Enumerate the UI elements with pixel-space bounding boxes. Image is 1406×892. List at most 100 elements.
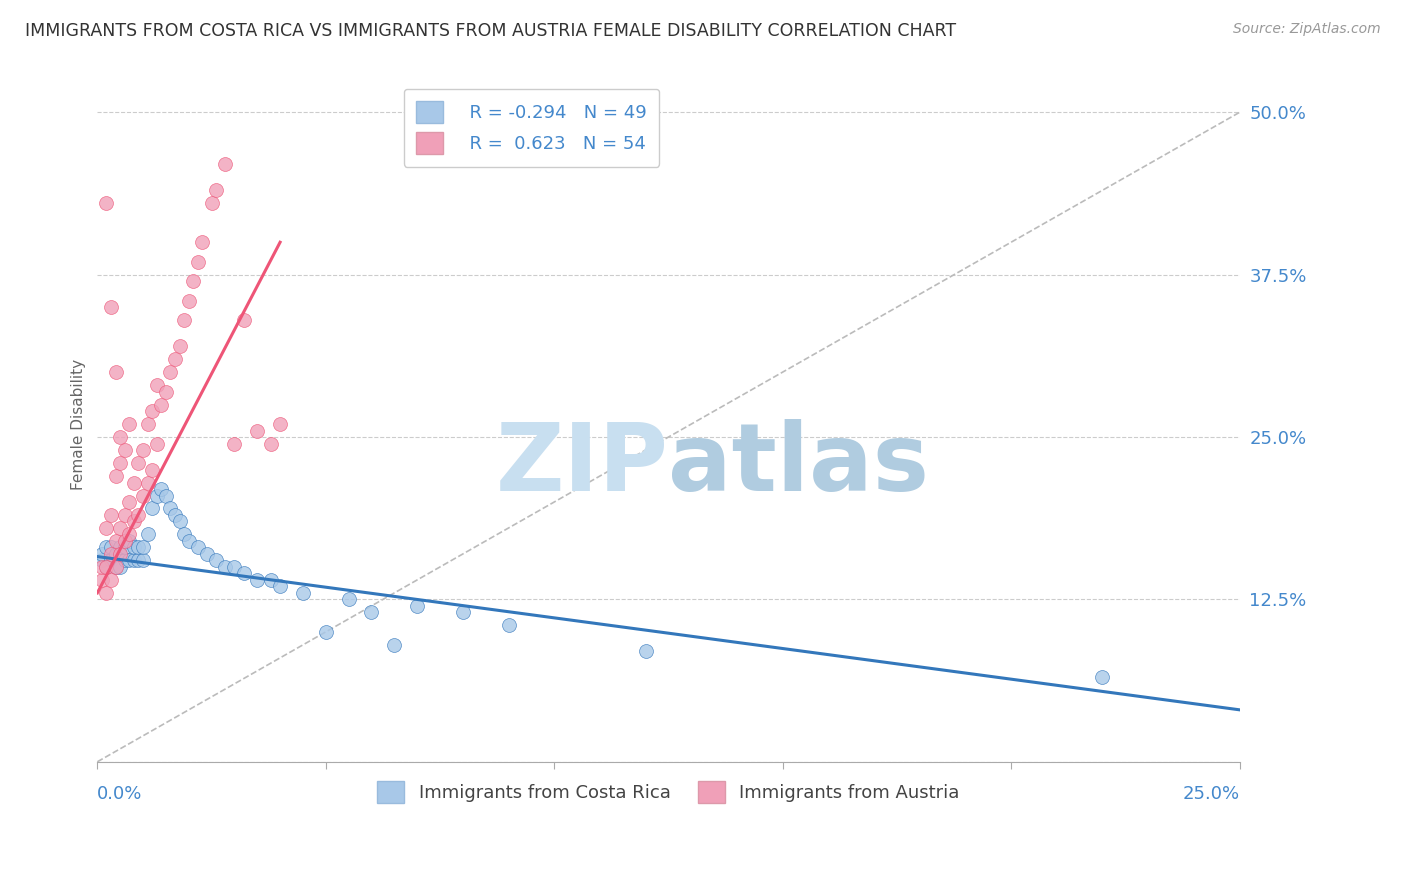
Point	[181, 274, 204, 288]
Point	[132, 541, 155, 555]
Point	[122, 475, 145, 490]
Text: IMMIGRANTS FROM COSTA RICA VS IMMIGRANTS FROM AUSTRIA FEMALE DISABILITY CORRELAT: IMMIGRANTS FROM COSTA RICA VS IMMIGRANTS…	[25, 22, 956, 40]
Point	[118, 527, 141, 541]
Point	[291, 586, 314, 600]
Point	[100, 547, 122, 561]
Point	[90, 560, 112, 574]
Point	[108, 560, 131, 574]
Point	[114, 553, 136, 567]
Point	[136, 527, 159, 541]
Point	[315, 624, 337, 639]
Point	[150, 398, 173, 412]
Text: 0.0%: 0.0%	[97, 785, 143, 803]
Point	[337, 592, 360, 607]
Point	[96, 196, 118, 211]
Text: ZIP: ZIP	[495, 418, 668, 510]
Point	[108, 430, 131, 444]
Point	[191, 235, 214, 250]
Point	[100, 541, 122, 555]
Point	[104, 560, 127, 574]
Y-axis label: Female Disability: Female Disability	[72, 359, 86, 490]
Point	[1091, 670, 1114, 684]
Point	[108, 521, 131, 535]
Text: atlas: atlas	[668, 418, 929, 510]
Point	[118, 417, 141, 431]
Point	[132, 443, 155, 458]
Point	[205, 183, 228, 197]
Point	[232, 313, 254, 327]
Point	[246, 573, 269, 587]
Point	[100, 553, 122, 567]
Point	[141, 462, 163, 476]
Point	[122, 553, 145, 567]
Point	[173, 527, 195, 541]
Point	[127, 456, 149, 470]
Point	[118, 495, 141, 509]
Point	[246, 424, 269, 438]
Point	[145, 436, 167, 450]
Point	[136, 475, 159, 490]
Point	[114, 541, 136, 555]
Point	[104, 469, 127, 483]
Point	[159, 501, 181, 516]
Point	[155, 384, 177, 399]
Point	[127, 553, 149, 567]
Point	[177, 533, 200, 548]
Legend: Immigrants from Costa Rica, Immigrants from Austria: Immigrants from Costa Rica, Immigrants f…	[367, 770, 970, 814]
Point	[104, 365, 127, 379]
Text: Source: ZipAtlas.com: Source: ZipAtlas.com	[1233, 22, 1381, 37]
Point	[163, 352, 186, 367]
Point	[114, 508, 136, 522]
Point	[104, 560, 127, 574]
Point	[269, 579, 291, 593]
Point	[104, 547, 127, 561]
Point	[145, 488, 167, 502]
Point	[96, 586, 118, 600]
Point	[114, 443, 136, 458]
Point	[96, 560, 118, 574]
Point	[141, 501, 163, 516]
Point	[100, 300, 122, 314]
Point	[163, 508, 186, 522]
Point	[260, 436, 283, 450]
Point	[451, 606, 474, 620]
Point	[224, 436, 246, 450]
Text: 25.0%: 25.0%	[1182, 785, 1240, 803]
Point	[214, 560, 236, 574]
Point	[150, 482, 173, 496]
Point	[132, 553, 155, 567]
Point	[136, 417, 159, 431]
Point	[127, 541, 149, 555]
Point	[96, 541, 118, 555]
Point	[169, 515, 191, 529]
Point	[90, 573, 112, 587]
Point	[205, 553, 228, 567]
Point	[195, 547, 218, 561]
Point	[108, 456, 131, 470]
Point	[173, 313, 195, 327]
Point	[187, 541, 209, 555]
Point	[122, 515, 145, 529]
Point	[260, 573, 283, 587]
Point	[498, 618, 520, 632]
Point	[159, 365, 181, 379]
Point	[132, 488, 155, 502]
Point	[169, 339, 191, 353]
Point	[177, 293, 200, 308]
Point	[224, 560, 246, 574]
Point	[122, 541, 145, 555]
Point	[118, 553, 141, 567]
Point	[214, 157, 236, 171]
Point	[145, 378, 167, 392]
Point	[104, 533, 127, 548]
Point	[100, 573, 122, 587]
Point	[634, 644, 657, 658]
Point	[406, 599, 429, 613]
Point	[90, 547, 112, 561]
Point	[187, 254, 209, 268]
Point	[108, 547, 131, 561]
Point	[118, 533, 141, 548]
Point	[108, 541, 131, 555]
Point	[90, 553, 112, 567]
Point	[155, 488, 177, 502]
